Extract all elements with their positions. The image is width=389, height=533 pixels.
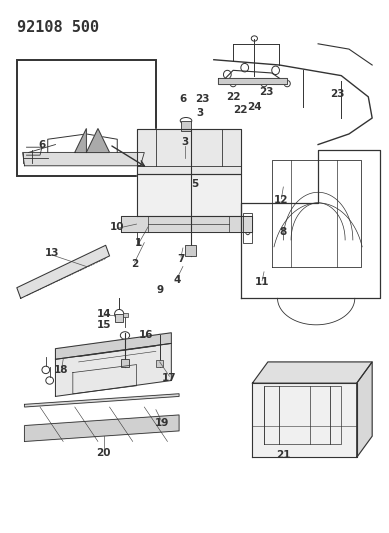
Text: 2: 2	[131, 259, 138, 269]
Bar	[243, 214, 252, 243]
Bar	[156, 360, 163, 367]
Text: 6: 6	[39, 140, 46, 150]
Polygon shape	[252, 362, 372, 383]
Text: 19: 19	[154, 418, 169, 428]
Text: 22: 22	[234, 105, 248, 115]
Text: 6: 6	[179, 94, 187, 104]
Text: 24: 24	[247, 102, 262, 112]
Text: 23: 23	[259, 86, 273, 96]
Bar	[123, 313, 128, 317]
Polygon shape	[17, 245, 110, 298]
Bar	[17, 60, 156, 176]
Text: 92108 500: 92108 500	[17, 20, 99, 35]
Text: 21: 21	[276, 450, 291, 460]
Text: 4: 4	[173, 274, 181, 285]
Text: 12: 12	[274, 195, 289, 205]
Text: 11: 11	[255, 277, 269, 287]
Text: 8: 8	[280, 227, 287, 237]
Text: 3: 3	[181, 137, 188, 147]
Text: 23: 23	[330, 89, 345, 99]
Polygon shape	[86, 128, 110, 152]
Polygon shape	[25, 394, 179, 407]
Polygon shape	[137, 174, 241, 216]
Text: 5: 5	[191, 179, 198, 189]
Polygon shape	[23, 152, 144, 166]
Text: 20: 20	[96, 448, 111, 458]
Polygon shape	[25, 415, 179, 441]
Text: 9: 9	[156, 285, 163, 295]
Bar	[121, 359, 129, 367]
Text: 13: 13	[44, 248, 59, 259]
Text: 14: 14	[96, 309, 111, 319]
Text: 23: 23	[195, 94, 209, 104]
Bar	[185, 245, 196, 256]
Text: 16: 16	[139, 330, 154, 341]
Text: 18: 18	[54, 365, 68, 375]
Bar	[115, 314, 123, 322]
Text: 10: 10	[110, 222, 124, 232]
Polygon shape	[218, 78, 287, 84]
Polygon shape	[137, 128, 241, 174]
Text: 1: 1	[135, 238, 142, 248]
Text: 3: 3	[197, 108, 204, 118]
Polygon shape	[357, 362, 372, 457]
Polygon shape	[252, 383, 357, 457]
Polygon shape	[75, 128, 86, 152]
Polygon shape	[56, 333, 171, 359]
Polygon shape	[56, 343, 171, 397]
Polygon shape	[121, 216, 252, 232]
Text: 17: 17	[162, 373, 177, 383]
Text: 7: 7	[177, 254, 185, 263]
Text: 22: 22	[226, 92, 240, 102]
Bar	[181, 120, 191, 131]
Text: 15: 15	[96, 320, 111, 330]
